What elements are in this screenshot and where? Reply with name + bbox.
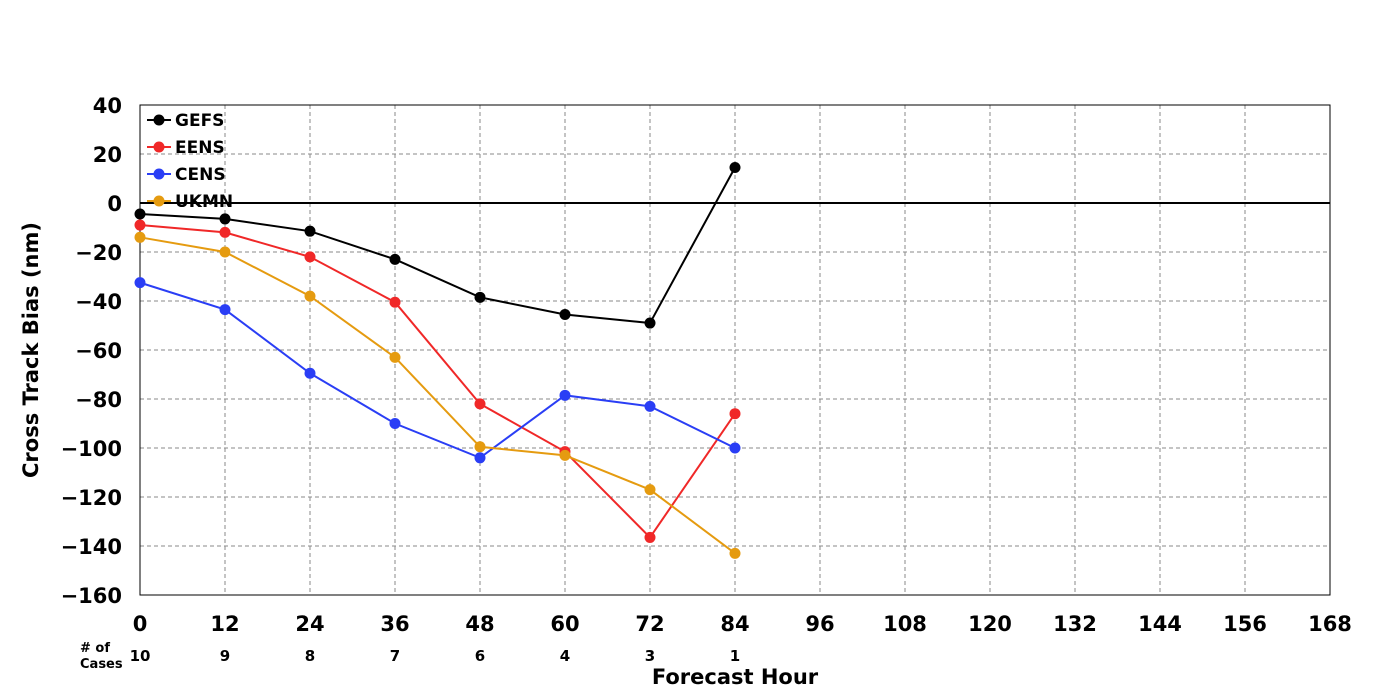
data-point-eens <box>134 219 146 231</box>
data-point-eens <box>729 408 741 420</box>
x-tick-label: 48 <box>465 612 494 636</box>
x-tick-label: 36 <box>380 612 409 636</box>
data-point-gefs <box>219 213 231 225</box>
data-point-cens <box>729 442 741 454</box>
cases-title-line1: # of <box>80 641 110 656</box>
y-tick-labels: 40 20 0 −20 −40 −60 −80 −100 −120 −140 −160 <box>61 94 122 608</box>
y-tick-label: 40 <box>93 94 122 118</box>
case-count-label: 10 <box>130 647 151 665</box>
y-tick-label: 20 <box>93 143 122 167</box>
data-point-eens <box>389 296 401 308</box>
case-count-label: 7 <box>390 647 400 665</box>
data-point-cens <box>389 418 401 429</box>
data-point-ukmn <box>389 351 401 363</box>
legend-item-cens: CENS <box>147 165 226 185</box>
data-point-eens <box>304 251 316 263</box>
data-point-cens <box>559 389 571 401</box>
data-point-ukmn <box>729 547 741 559</box>
data-point-eens <box>219 226 231 238</box>
x-tick-label: 84 <box>720 612 749 636</box>
case-count-label: 4 <box>560 647 570 665</box>
x-axis-title: Forecast Hour <box>652 665 819 689</box>
series-layer <box>134 161 741 559</box>
y-tick-label: 0 <box>107 192 122 216</box>
grid-lines <box>139 104 1331 596</box>
legend-item-eens: EENS <box>147 138 225 158</box>
data-point-gefs <box>304 225 316 237</box>
legend-marker <box>153 141 165 153</box>
y-tick-label: −20 <box>75 241 122 265</box>
data-point-gefs <box>474 291 486 303</box>
x-tick-label: 72 <box>635 612 664 636</box>
data-point-eens <box>474 398 486 410</box>
data-point-ukmn <box>134 231 146 243</box>
data-point-cens <box>304 367 316 379</box>
y-tick-label: −120 <box>61 486 122 510</box>
data-point-cens <box>134 277 146 289</box>
y-tick-label: −140 <box>61 535 122 559</box>
x-tick-label: 108 <box>883 612 927 636</box>
case-count-label: 1 <box>730 647 740 665</box>
x-tick-label: 60 <box>550 612 579 636</box>
legend-label: GEFS <box>175 111 224 131</box>
data-point-cens <box>474 452 486 464</box>
case-count-label: 3 <box>645 647 655 665</box>
x-tick-label: 132 <box>1053 612 1097 636</box>
series-ukmn <box>134 231 741 559</box>
data-point-gefs <box>559 308 571 320</box>
x-tick-label: 156 <box>1223 612 1267 636</box>
data-point-gefs <box>729 161 741 173</box>
data-point-ukmn <box>474 441 486 453</box>
legend-label: EENS <box>175 138 225 158</box>
legend-label: CENS <box>175 165 226 185</box>
data-point-ukmn <box>559 449 571 461</box>
case-count-label: 9 <box>220 647 230 665</box>
data-point-gefs <box>644 317 656 329</box>
legend-item-gefs: GEFS <box>147 111 224 131</box>
series-line-eens <box>139 224 736 539</box>
y-tick-label: −100 <box>61 437 122 461</box>
y-tick-label: −60 <box>75 339 122 363</box>
case-counts: # of Cases 10 9 8 7 6 4 3 1 <box>80 641 740 672</box>
x-tick-label: 144 <box>1138 612 1182 636</box>
data-point-cens <box>644 400 656 412</box>
data-point-ukmn <box>219 246 231 258</box>
data-point-gefs <box>134 208 146 220</box>
x-tick-labels: 0 12 24 36 48 60 72 84 96 108 120 132 144 156 168 <box>133 612 1352 636</box>
case-count-label: 8 <box>305 647 315 665</box>
x-tick-label: 12 <box>210 612 239 636</box>
legend-marker <box>153 195 165 207</box>
data-point-ukmn <box>304 290 316 302</box>
y-tick-label: −80 <box>75 388 122 412</box>
x-tick-label: 120 <box>968 612 1012 636</box>
legend: GEFS EENS CENS UKMN <box>147 111 233 212</box>
data-point-gefs <box>389 253 401 265</box>
series-gefs <box>134 161 741 329</box>
x-tick-label: 168 <box>1308 612 1352 636</box>
x-tick-label: 0 <box>133 612 148 636</box>
legend-item-ukmn: UKMN <box>147 192 233 212</box>
case-count-label: 6 <box>475 647 485 665</box>
series-line-ukmn <box>139 236 736 555</box>
data-point-cens <box>219 304 231 316</box>
x-tick-label: 96 <box>805 612 834 636</box>
legend-marker <box>153 168 165 180</box>
data-point-ukmn <box>644 484 656 496</box>
series-cens <box>134 277 741 464</box>
y-axis-title: Cross Track Bias (nm) <box>19 222 43 478</box>
y-tick-label: −160 <box>61 584 122 608</box>
legend-marker <box>153 114 165 126</box>
y-tick-label: −40 <box>75 290 122 314</box>
series-line-gefs <box>139 166 736 325</box>
cases-title-line2: Cases <box>80 657 123 672</box>
x-tick-label: 24 <box>295 612 324 636</box>
series-line-cens <box>139 281 736 459</box>
data-point-eens <box>644 531 656 543</box>
legend-label: UKMN <box>175 192 233 212</box>
plot-frame <box>139 104 1331 596</box>
